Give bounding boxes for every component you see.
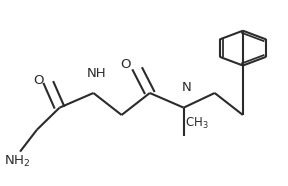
Text: NH: NH (86, 67, 106, 80)
Text: NH$_2$: NH$_2$ (4, 153, 31, 169)
Text: O: O (121, 58, 131, 71)
Text: CH$_3$: CH$_3$ (185, 116, 209, 132)
Text: O: O (33, 74, 44, 87)
Text: N: N (182, 81, 191, 94)
